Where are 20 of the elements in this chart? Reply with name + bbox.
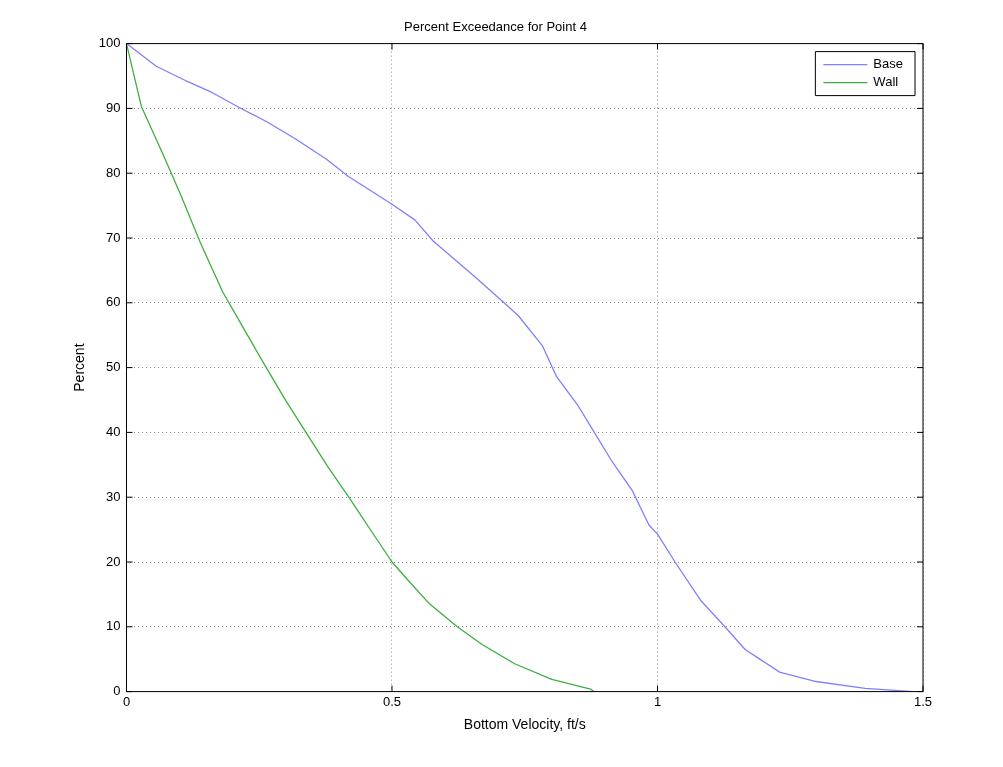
y-axis-title: Percent — [71, 343, 88, 392]
legend-label: Wall — [873, 74, 899, 90]
y-tick-label: 10 — [106, 618, 121, 634]
y-tick-label: 40 — [106, 423, 121, 439]
x-tick-label: 1 — [653, 693, 662, 709]
legend-label: Base — [873, 56, 904, 72]
y-tick-label: 90 — [106, 99, 121, 115]
x-tick-label: 1.5 — [913, 693, 933, 709]
y-tick-label: 50 — [106, 359, 121, 375]
y-tick-label: 20 — [106, 553, 121, 569]
y-tick-label: 100 — [98, 35, 121, 51]
y-tick-label: 70 — [106, 229, 121, 245]
y-tick-label: 30 — [106, 488, 121, 504]
y-tick-label: 60 — [106, 294, 121, 310]
x-axis-title: Bottom Velocity, ft/s — [463, 716, 586, 733]
x-tick-label: 0 — [122, 693, 131, 709]
y-tick-label: 80 — [106, 164, 121, 180]
chart-title: Percent Exceedance for Point 4 — [404, 19, 587, 35]
y-tick-label: 0 — [113, 683, 121, 699]
x-tick-label: 0.5 — [382, 693, 402, 709]
